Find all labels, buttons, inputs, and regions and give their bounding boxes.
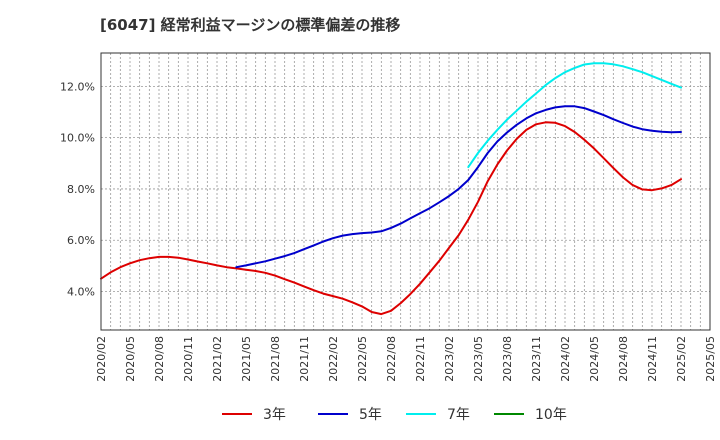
- x-tick-label: 2024/02: [559, 336, 572, 382]
- x-tick-label: 2020/05: [124, 336, 137, 382]
- plot-frame: [100, 52, 711, 331]
- x-tick-label: 2021/08: [269, 336, 282, 382]
- series-line-3: [467, 62, 682, 169]
- x-tick-label: 2021/05: [240, 336, 253, 382]
- x-tick-label: 2020/08: [153, 336, 166, 382]
- x-tick-label: 2022/11: [414, 336, 427, 382]
- x-tick-label: 2023/11: [530, 336, 543, 382]
- series-line-1: [100, 121, 682, 316]
- legend-label-1: 3年: [263, 407, 286, 423]
- x-tick-label: 2024/08: [617, 336, 630, 382]
- x-tick-label: 2022/02: [327, 336, 340, 382]
- y-tick-label: 4.0%: [67, 286, 95, 299]
- series-line-2: [235, 105, 682, 269]
- chart-title: [6047] 経常利益マージンの標準偏差の推移: [100, 16, 401, 34]
- x-tick-label: 2023/08: [501, 336, 514, 382]
- plot-background: [101, 53, 710, 330]
- x-tick-label: 2021/02: [211, 336, 224, 382]
- y-grid-lines: [101, 85, 710, 292]
- x-tick-label: 2023/02: [443, 336, 456, 382]
- x-tick-label: 2025/02: [675, 336, 688, 382]
- x-tick-label: 2020/11: [182, 336, 195, 382]
- y-tick-label: 10.0%: [60, 132, 95, 145]
- y-tick-label: 12.0%: [60, 80, 95, 93]
- legend-label-3: 7年: [447, 407, 470, 423]
- x-tick-label: 2025/05: [704, 336, 717, 382]
- y-tick-label: 6.0%: [67, 234, 95, 247]
- legend-label-4: 10年: [535, 407, 567, 423]
- y-axis-ticks: 4.0% 6.0% 8.0% 10.0% 12.0%: [60, 80, 95, 298]
- y-tick-label: 8.0%: [67, 183, 95, 196]
- series-layer: [100, 62, 682, 316]
- x-tick-label: 2022/05: [356, 336, 369, 382]
- x-tick-label: 2023/05: [472, 336, 485, 382]
- x-tick-label: 2024/05: [588, 336, 601, 382]
- legend-label-2: 5年: [359, 407, 382, 423]
- x-tick-label: 2024/11: [646, 336, 659, 382]
- x-axis-ticks: 2020/02 2020/05 2020/08 2020/11 2021/02 2021/…: [95, 336, 717, 382]
- x-tick-label: 2020/02: [95, 336, 108, 382]
- x-tick-label: 2021/11: [298, 336, 311, 382]
- x-tick-label: 2022/08: [385, 336, 398, 382]
- legend: 3年 5年 7年 10年: [222, 407, 567, 423]
